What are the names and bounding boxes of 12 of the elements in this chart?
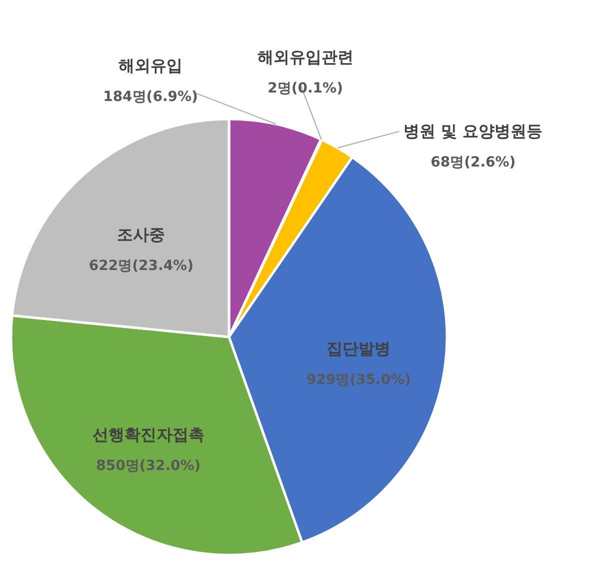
slice-label: 조사중: [117, 225, 166, 244]
data-label: 2명(0.1%): [268, 80, 343, 96]
data-label: 68명(2.6%): [430, 154, 516, 170]
data-label: 929명(35.0%): [306, 372, 411, 388]
slice-label: 병원 및 요양병원등: [404, 121, 543, 140]
data-label: 622명(23.4%): [88, 258, 194, 274]
data-label: 184명(6.9%): [103, 89, 198, 106]
data-label: 850명(32.0%): [96, 458, 201, 474]
slice-label: 집단발병: [326, 338, 391, 358]
slice-label: 선행확진자접촉: [92, 425, 204, 444]
slice-label: 해외유입: [118, 56, 183, 76]
slice-label: 해외유입관련: [257, 47, 354, 66]
